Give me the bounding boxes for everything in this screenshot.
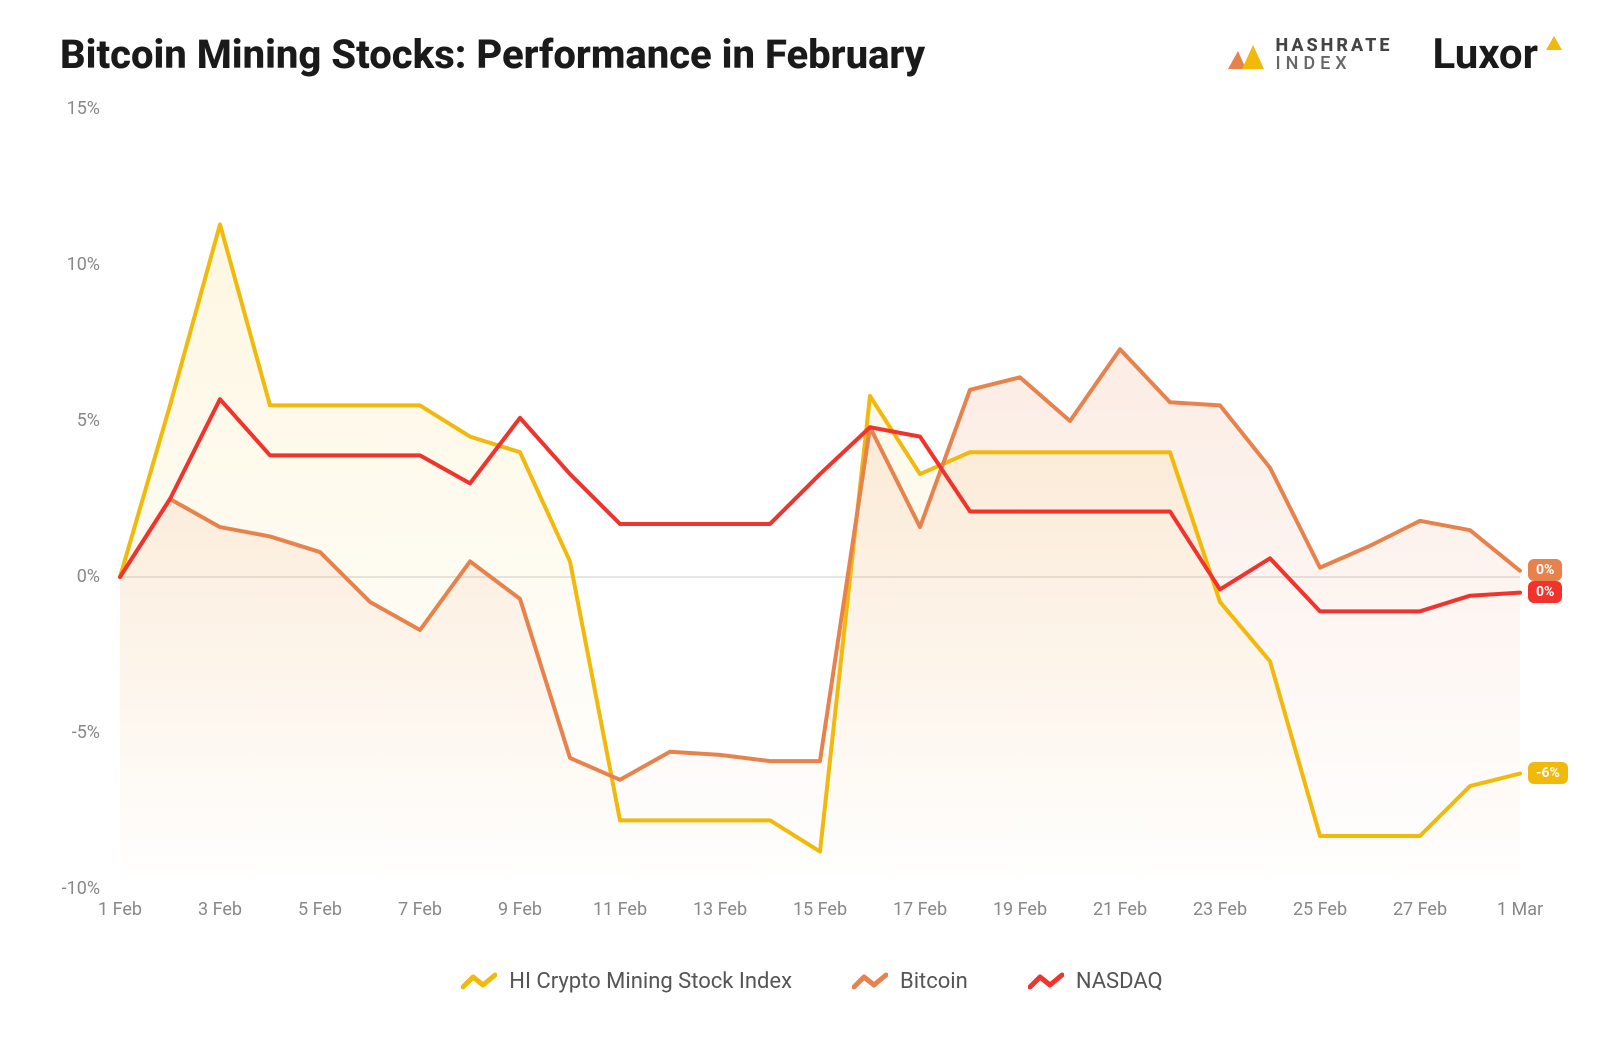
y-axis-label: 0% — [50, 566, 100, 587]
x-axis-label: 19 Feb — [993, 899, 1047, 920]
logo-group: HASHRATE INDEX Luxor — [1218, 30, 1565, 79]
x-axis-label: 5 Feb — [298, 899, 342, 920]
y-axis-label: -5% — [50, 722, 100, 743]
x-axis-label: 13 Feb — [693, 899, 747, 920]
legend-label: NASDAQ — [1076, 969, 1163, 994]
x-axis-label: 27 Feb — [1393, 899, 1447, 920]
legend-swatch-icon — [852, 971, 888, 993]
hashrate-index-logo: HASHRATE INDEX — [1218, 35, 1393, 75]
legend-swatch-icon — [461, 971, 497, 993]
x-axis-label: 25 Feb — [1293, 899, 1347, 920]
x-axis-label: 9 Feb — [498, 899, 542, 920]
hashrate-logo-text-top: HASHRATE — [1276, 37, 1393, 55]
x-axis-label: 23 Feb — [1193, 899, 1247, 920]
legend-item: HI Crypto Mining Stock Index — [461, 969, 792, 994]
legend-item: Bitcoin — [852, 969, 968, 994]
hashrate-triangles-icon — [1218, 35, 1264, 75]
y-axis-label: 10% — [50, 254, 100, 275]
x-axis-label: 7 Feb — [398, 899, 442, 920]
legend-label: HI Crypto Mining Stock Index — [509, 969, 792, 994]
x-axis-label: 1 Mar — [1497, 899, 1543, 920]
chart-title: Bitcoin Mining Stocks: Performance in Fe… — [60, 31, 925, 78]
x-axis-label: 1 Feb — [98, 899, 142, 920]
chart-area: -10%-5%0%5%10%15%1 Feb3 Feb5 Feb7 Feb9 F… — [60, 109, 1564, 939]
y-axis-label: 5% — [50, 410, 100, 431]
x-axis-label: 3 Feb — [198, 899, 242, 920]
series-end-badge: 0% — [1528, 559, 1562, 581]
x-axis-label: 15 Feb — [793, 899, 847, 920]
y-axis-label: -10% — [50, 878, 100, 899]
y-axis-label: 15% — [50, 98, 100, 119]
legend-swatch-icon — [1028, 971, 1064, 993]
chart-header: Bitcoin Mining Stocks: Performance in Fe… — [0, 0, 1624, 89]
x-axis-label: 11 Feb — [593, 899, 647, 920]
chart-svg — [60, 109, 1590, 929]
luxor-logo: Luxor — [1432, 30, 1564, 79]
hashrate-logo-text-bottom: INDEX — [1276, 55, 1393, 73]
series-end-badge: 0% — [1528, 581, 1562, 603]
x-axis-label: 17 Feb — [893, 899, 947, 920]
luxor-triangle-icon — [1544, 34, 1564, 52]
legend-label: Bitcoin — [900, 969, 968, 994]
x-axis-label: 21 Feb — [1093, 899, 1147, 920]
luxor-logo-text: Luxor — [1432, 30, 1538, 79]
chart-legend: HI Crypto Mining Stock Index Bitcoin NASDA… — [0, 969, 1624, 994]
legend-item: NASDAQ — [1028, 969, 1163, 994]
series-end-badge: -6% — [1528, 762, 1568, 784]
